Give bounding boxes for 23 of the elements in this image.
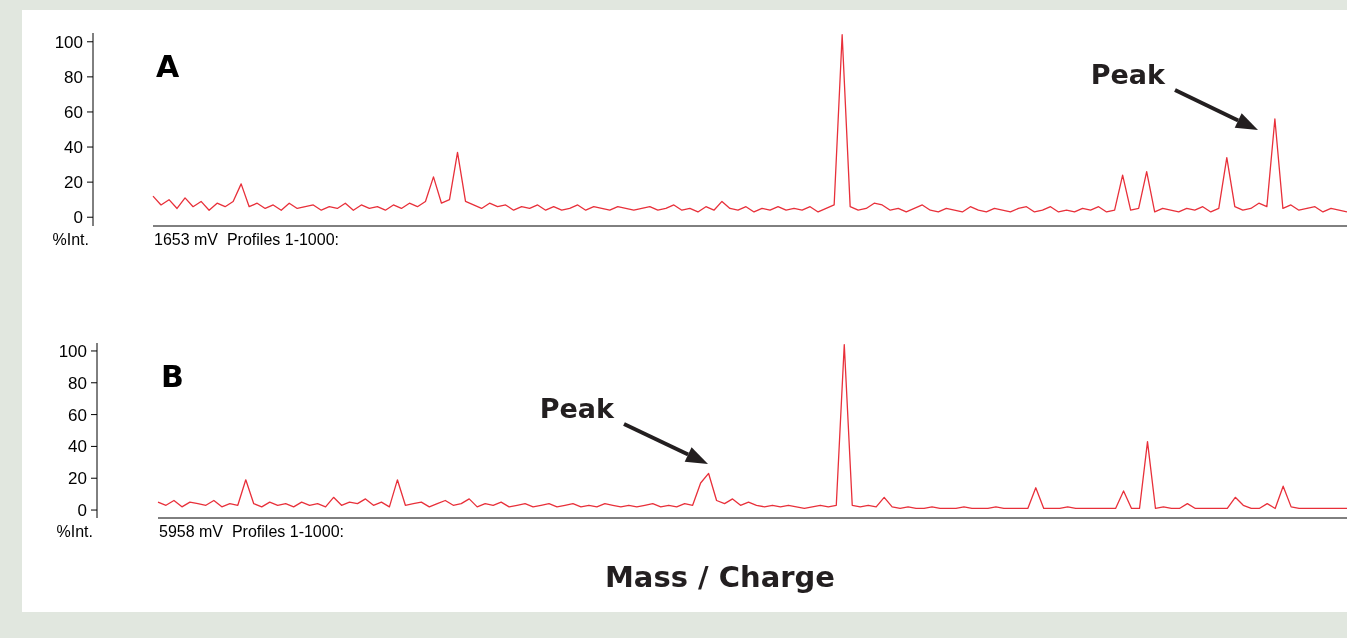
y-tick-label: 20 [68, 469, 87, 489]
line-series [157, 343, 1347, 510]
annotation: Peak [1090, 59, 1167, 90]
y-tick-label: 0 [77, 501, 87, 520]
y-tick-label: 20 [64, 173, 83, 193]
y-tick-label: 60 [68, 405, 87, 425]
line-series [152, 34, 1347, 213]
y-tick-label: 100 [54, 32, 83, 52]
x-axis-title: Mass / Charge [605, 560, 835, 594]
y-axis-title: %Int. [56, 523, 93, 540]
y-tick-label: 80 [64, 67, 83, 87]
text: B [161, 359, 184, 394]
y-tick-label: 80 [68, 373, 87, 393]
annotation: Peak [539, 393, 616, 424]
y-tick-label: 40 [64, 138, 83, 157]
y-tick-label: 100 [58, 341, 87, 361]
y-tick-label: 40 [68, 437, 87, 457]
y-axis-title: %Int. [52, 231, 89, 248]
y-tick-label: 0 [73, 208, 83, 228]
text: 5958 mV Profiles 1-1000: [159, 523, 344, 540]
text: A [156, 49, 180, 84]
text: 1653 mV Profiles 1-1000: [154, 231, 339, 248]
y-tick-label: 60 [64, 102, 83, 122]
